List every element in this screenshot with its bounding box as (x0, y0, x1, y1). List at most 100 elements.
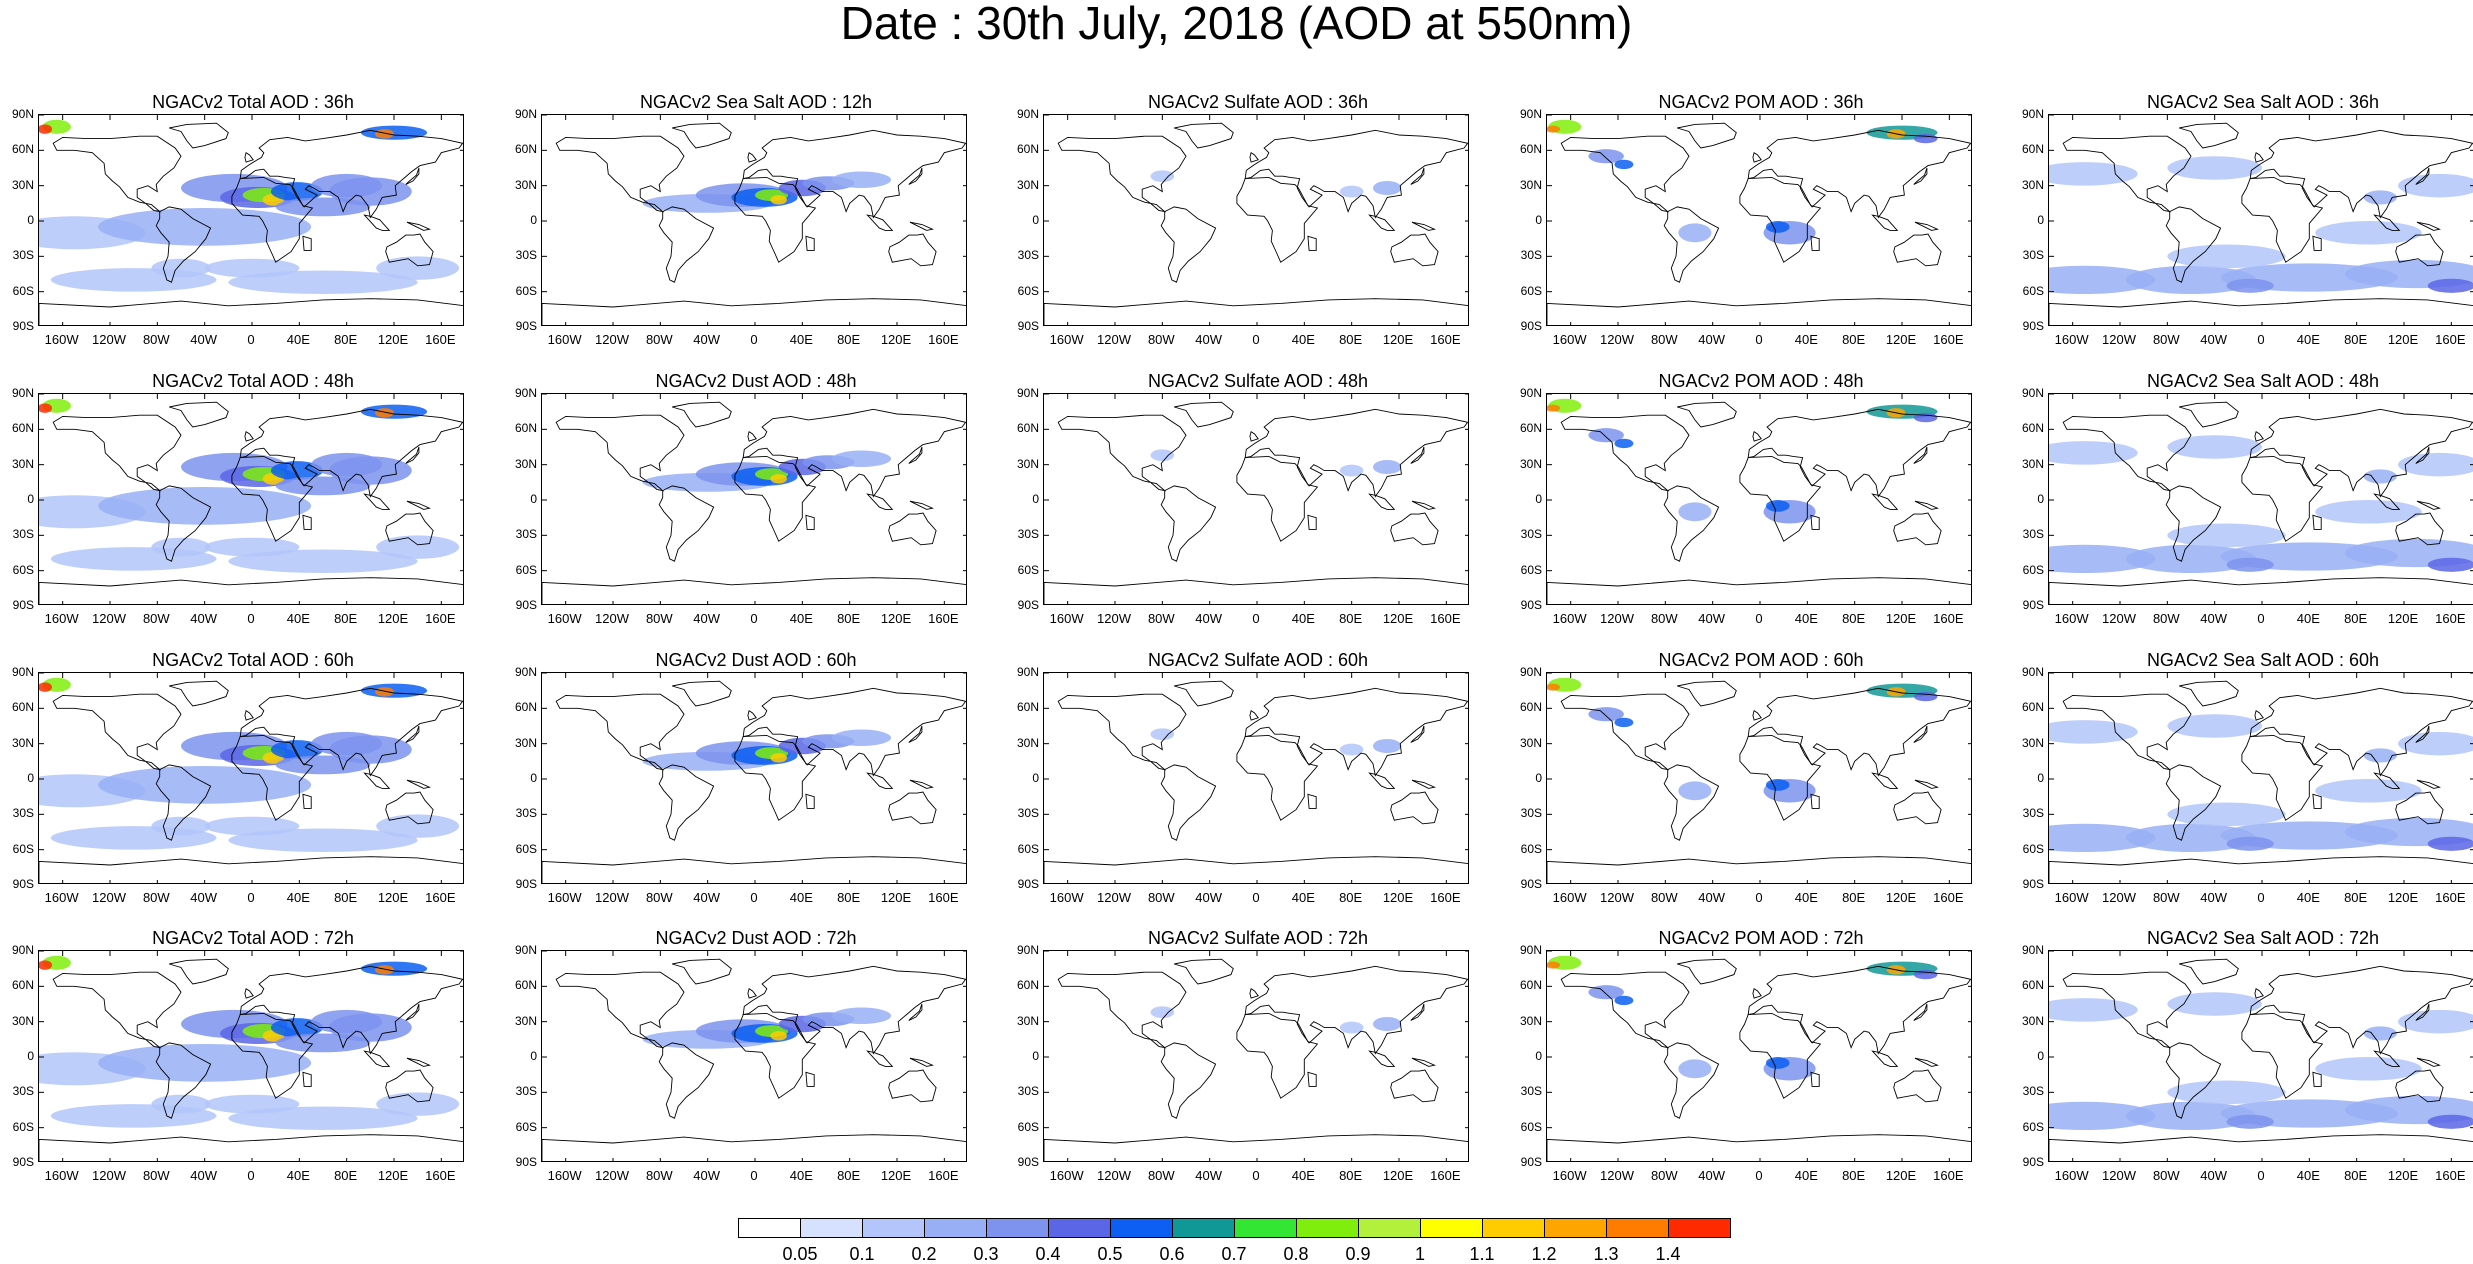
longitude-label: 80E (2344, 611, 2368, 626)
longitude-label: 40E (2296, 890, 2320, 905)
aod-contour-region (2049, 162, 2138, 186)
coastline (1244, 129, 1468, 219)
longitude-label: 80W (2152, 890, 2180, 905)
coastline (406, 1057, 431, 1067)
longitude-label: 80E (1339, 611, 1363, 626)
longitude-label: 160E (1430, 1168, 1461, 1183)
longitude-label: 0 (1755, 332, 1763, 347)
coastline (1236, 734, 1319, 821)
coastline (2416, 1057, 2441, 1067)
aod-contour-region (204, 1094, 300, 1114)
coastline (909, 221, 934, 231)
latitude-label: 60S (515, 562, 537, 577)
latitude-label: 90N (11, 943, 34, 957)
longitude-label: 0 (1755, 611, 1763, 626)
coastline (1307, 235, 1317, 251)
latitude-label: 60S (2022, 283, 2044, 298)
aod-contour-region (39, 682, 53, 692)
latitude-label: 90N (1016, 943, 1039, 957)
coastline (1160, 1042, 1217, 1119)
latitude-label: 0 (1535, 771, 1542, 785)
aod-contour-region (1372, 1016, 1402, 1032)
colorbar-swatch (1482, 1218, 1545, 1238)
aod-contour-region (2398, 731, 2473, 756)
longitude-label: 120E (1885, 332, 1917, 347)
coastline (1663, 485, 1720, 562)
coastline (1914, 779, 1939, 789)
colorbar-swatch (986, 1218, 1049, 1238)
longitude-label: 0 (1755, 1168, 1763, 1183)
aod-contour-region (360, 683, 428, 698)
coastline (405, 725, 420, 743)
panel-title: NGACv2 Sea Salt AOD : 12h (639, 92, 873, 112)
aod-contour-region (1765, 221, 1790, 233)
aod-contour-region (2049, 441, 2138, 465)
aod-contour-region (2398, 1009, 2473, 1034)
coastline (1739, 734, 1822, 821)
coastline (542, 298, 966, 325)
coastline (1677, 401, 1737, 428)
coastline (1411, 1057, 1436, 1067)
colorbar-swatch (800, 1218, 863, 1238)
aod-map (2049, 115, 2473, 325)
latitude-label: 0 (27, 1049, 34, 1063)
aod-contour-region (39, 960, 53, 970)
longitude-label: 160W (1552, 1168, 1587, 1183)
longitude-label: 0 (2257, 890, 2265, 905)
aod-contour-region (770, 1031, 787, 1041)
latitude-label: 60S (1520, 283, 1542, 298)
coastline (1249, 709, 1259, 721)
latitude-label: 90S (1017, 598, 1039, 612)
coastline (742, 687, 966, 777)
coastline (2373, 772, 2401, 789)
coastline (2062, 414, 2192, 492)
longitude-label: 80W (142, 1168, 170, 1183)
longitude-label: 120W (595, 332, 629, 347)
latitude-label: 60S (2022, 841, 2044, 856)
coastline (1893, 791, 1942, 825)
latitude-label: 0 (1535, 492, 1542, 506)
colorbar-label: 1.2 (1531, 1244, 1557, 1264)
longitude-label: 40W (1195, 332, 1223, 347)
latitude-label: 60N (2021, 421, 2044, 436)
latitude-label: 90N (1519, 107, 1542, 121)
longitude-label: 80E (334, 611, 358, 626)
coastline (2254, 987, 2264, 999)
aod-contour-region (2167, 156, 2262, 180)
coastline (1893, 512, 1942, 546)
longitude-label: 160E (928, 332, 959, 347)
latitude-label: 30N (2021, 456, 2044, 471)
aod-map (542, 115, 966, 325)
longitude-label: 160E (1933, 611, 1964, 626)
latitude-label: 30N (2021, 177, 2044, 192)
coastline (1739, 455, 1822, 542)
longitude-label: 120E (1382, 890, 1414, 905)
latitude-label: 60S (515, 841, 537, 856)
coastline (542, 856, 966, 883)
map-frame (1043, 393, 1469, 605)
coastline (742, 408, 966, 498)
latitude-label: 90S (12, 598, 34, 612)
coastline (888, 791, 937, 825)
coastline (1810, 514, 1820, 530)
coastline (1871, 772, 1899, 789)
coastline (2312, 1071, 2322, 1087)
aod-contour-region (1372, 180, 1402, 196)
coastline (1547, 298, 1971, 325)
longitude-label: 40W (1698, 1168, 1726, 1183)
aod-contour-region (375, 965, 394, 975)
latitude-label: 60S (1017, 283, 1039, 298)
latitude-label: 60N (2021, 700, 2044, 715)
aod-contour-region (770, 753, 787, 763)
coastline (1747, 687, 1971, 777)
longitude-label: 160E (2435, 611, 2466, 626)
aod-contour-region (1339, 743, 1364, 756)
coastline (1663, 764, 1720, 841)
longitude-label: 0 (247, 1168, 255, 1183)
aod-contour-region (770, 195, 787, 205)
latitude-label: 0 (1535, 213, 1542, 227)
latitude-label: 90S (12, 319, 34, 333)
aod-contour-region (151, 258, 211, 278)
latitude-label: 60S (2022, 562, 2044, 577)
colorbar-swatch (1358, 1218, 1421, 1238)
